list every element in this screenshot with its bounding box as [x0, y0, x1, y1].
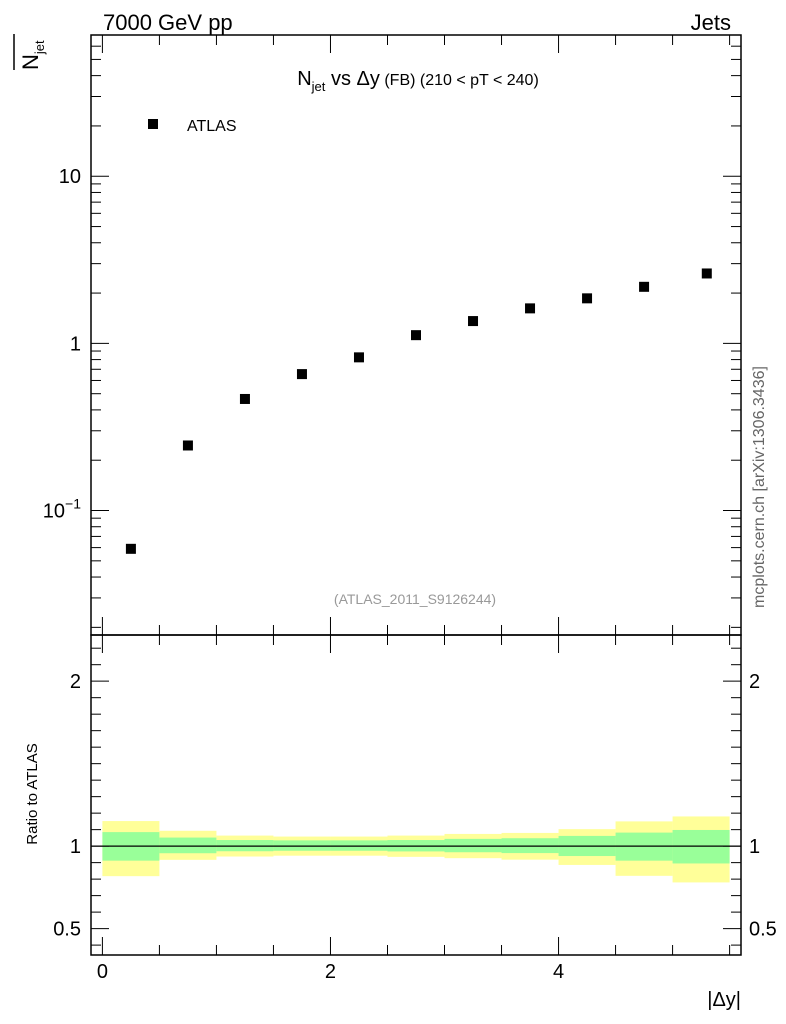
- atlas-data-point: [468, 316, 479, 327]
- data-markers: [125, 268, 712, 554]
- ratio-plot-frame: [90, 634, 742, 956]
- category-label: Jets: [691, 10, 731, 35]
- ratio-ytick-label-left: 2: [70, 671, 81, 693]
- xtick-label-4: 4: [553, 961, 564, 983]
- main-ylabel-n: N: [18, 54, 43, 70]
- main-ytick-label: 1: [70, 333, 81, 355]
- atlas-data-point: [701, 268, 712, 279]
- ratio-ylabel: Ratio to ATLAS: [24, 743, 41, 844]
- plot-title-tail: (210 < pT < 240): [415, 72, 538, 89]
- plot-title-n: N: [297, 68, 311, 90]
- ratio-band-inner-1: [159, 837, 217, 854]
- main-ytick-label-base: 10: [59, 166, 81, 188]
- legend-label-atlas: ATLAS: [187, 118, 237, 135]
- xlabel: |Δy|: [707, 989, 741, 1011]
- main-ytick-label: 10: [59, 166, 81, 188]
- source-label: mcplots.cern.ch [arXiv:1306.3436]: [751, 366, 768, 608]
- legend-marker-atlas: [148, 119, 158, 129]
- ratio-ytick-label-left: 0.5: [53, 919, 81, 941]
- atlas-data-point: [582, 293, 593, 304]
- atlas-data-point: [182, 440, 193, 451]
- analysis-id-label: (ATLAS_2011_S9126244): [334, 591, 496, 607]
- plot-title-sub: jet: [311, 79, 326, 94]
- main-ylabel: Njet: [18, 40, 47, 70]
- plot-title: Njet vs Δy (FB) (210 < pT < 240): [297, 68, 539, 94]
- axis-ticks: [91, 34, 741, 955]
- main-ylabel-sub: jet: [32, 40, 47, 55]
- atlas-data-point: [411, 330, 421, 341]
- atlas-data-point: [239, 393, 250, 404]
- plot-title-rest: vs Δy: [325, 68, 379, 90]
- atlas-data-point: [639, 281, 650, 292]
- atlas-data-point: [125, 543, 136, 554]
- ratio-ytick-label-right: 0.5: [749, 919, 777, 941]
- ratio-ytick-label-right: 2: [749, 671, 760, 693]
- energy-label: 7000 GeV pp: [103, 10, 233, 35]
- atlas-data-point: [353, 352, 364, 363]
- plot-title-small: (FB): [380, 72, 416, 89]
- ratio-ytick-label-right: 1: [749, 836, 760, 858]
- xtick-label-2: 2: [325, 961, 336, 983]
- ratio-ytick-label-left: 1: [70, 836, 81, 858]
- atlas-data-point: [296, 369, 307, 380]
- ratio-bands: [91, 816, 741, 883]
- main-ytick-label-base: 10: [43, 501, 65, 523]
- main-ytick-label-exp: −1: [65, 496, 81, 512]
- atlas-data-point: [525, 303, 536, 314]
- svg-text:Njet: Njet: [18, 40, 47, 70]
- main-ytick-label: 10−1: [43, 496, 81, 523]
- main-ytick-label-base: 1: [70, 333, 81, 355]
- xtick-label-0: 0: [97, 961, 108, 983]
